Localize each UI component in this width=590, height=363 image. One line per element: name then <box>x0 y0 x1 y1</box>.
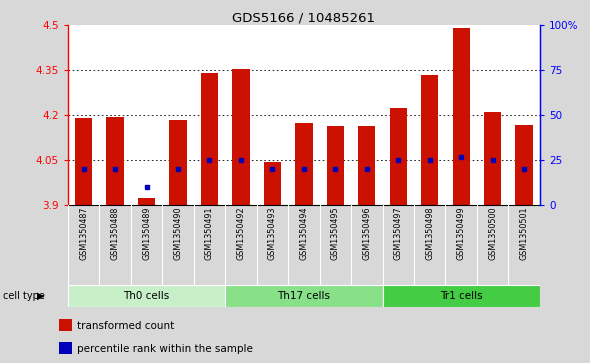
Bar <box>453 28 470 205</box>
Bar <box>201 73 218 205</box>
Text: Th17 cells: Th17 cells <box>277 291 330 301</box>
Bar <box>389 108 407 205</box>
Text: GSM1350489: GSM1350489 <box>142 207 151 260</box>
Text: percentile rank within the sample: percentile rank within the sample <box>77 344 253 354</box>
Text: GSM1350490: GSM1350490 <box>173 207 182 260</box>
Text: GSM1350498: GSM1350498 <box>425 207 434 260</box>
Text: GSM1350494: GSM1350494 <box>299 207 309 260</box>
Text: GSM1350492: GSM1350492 <box>237 207 245 260</box>
Bar <box>138 197 155 205</box>
Text: GSM1350493: GSM1350493 <box>268 207 277 260</box>
Bar <box>106 117 124 205</box>
Bar <box>68 285 225 307</box>
Bar <box>382 285 540 307</box>
Bar <box>169 120 186 205</box>
Bar <box>225 285 382 307</box>
Text: Th0 cells: Th0 cells <box>123 291 170 301</box>
Bar <box>516 125 533 205</box>
Bar <box>232 69 250 205</box>
Text: GSM1350501: GSM1350501 <box>520 207 529 260</box>
Bar <box>421 75 438 205</box>
Title: GDS5166 / 10485261: GDS5166 / 10485261 <box>232 11 375 24</box>
Text: cell type: cell type <box>3 291 45 301</box>
Text: GSM1350500: GSM1350500 <box>488 207 497 260</box>
Text: transformed count: transformed count <box>77 321 174 331</box>
Text: GSM1350496: GSM1350496 <box>362 207 371 260</box>
Text: GSM1350488: GSM1350488 <box>110 207 120 260</box>
Bar <box>295 123 313 205</box>
Bar <box>264 162 281 205</box>
Text: GSM1350499: GSM1350499 <box>457 207 466 260</box>
Bar <box>327 126 344 205</box>
Text: GSM1350487: GSM1350487 <box>79 207 88 260</box>
Text: GSM1350495: GSM1350495 <box>331 207 340 260</box>
Text: Tr1 cells: Tr1 cells <box>440 291 483 301</box>
Text: GSM1350497: GSM1350497 <box>394 207 403 260</box>
Text: GSM1350491: GSM1350491 <box>205 207 214 260</box>
Text: ▶: ▶ <box>37 291 44 301</box>
Bar <box>59 319 72 331</box>
Bar <box>75 118 92 205</box>
Bar <box>358 126 375 205</box>
Bar <box>484 112 502 205</box>
Bar <box>59 342 72 354</box>
